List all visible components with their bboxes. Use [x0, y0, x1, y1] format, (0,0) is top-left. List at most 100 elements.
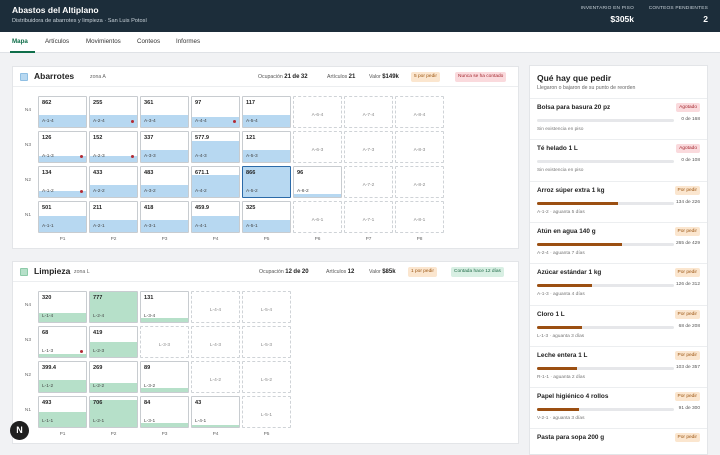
reorder-item[interactable]: Azúcar estándar 1 kg Por pedir 126 de 312 A… [530, 263, 707, 304]
rack-slot[interactable]: 337 A-3-3 [140, 131, 189, 163]
top-bar: Abastos del Altiplano Distribuidora de a… [0, 0, 720, 32]
rack-slot[interactable]: 483 A-3-2 [140, 166, 189, 198]
app-title: Abastos del Altiplano [12, 5, 99, 15]
item-status-badge: Agotado [676, 103, 700, 112]
rack-slot[interactable]: 577.9 A-4-3 [191, 131, 240, 163]
avatar[interactable]: N [10, 421, 29, 440]
rack-slot[interactable]: 671.1 A-4-2 [191, 166, 240, 198]
stat-pending-label: CONTEOS PENDIENTES [648, 6, 708, 11]
rack-slot[interactable]: 89 L-3-2 [140, 361, 189, 393]
rack-slot[interactable]: A-8-3 [395, 131, 444, 163]
rack-slot[interactable]: 399.4 L-1-2 [38, 361, 87, 393]
level-label: N3 [24, 338, 31, 343]
slot-fill-level [90, 220, 137, 232]
rack-slot[interactable]: A-7-4 [344, 96, 393, 128]
value-amount: $149k [382, 74, 399, 80]
item-location-note: V-2-1 · aguanta 3 días [537, 416, 585, 422]
reorder-item[interactable]: Cloro 1 L Por pedir 68 de 208 L-1-3 · aguan… [530, 304, 707, 346]
slot-fill-level [141, 220, 188, 232]
rack-slot[interactable]: A-7-2 [344, 166, 393, 198]
rack-slot[interactable]: 325 A-5-1 [242, 201, 291, 233]
rack-slot[interactable]: 459.9 A-4-1 [191, 201, 240, 233]
rack-slot[interactable]: L-4-3 [191, 326, 240, 358]
rack-slot[interactable]: L-3-3 [140, 326, 189, 358]
reorder-item[interactable]: Arroz súper extra 1 kg Por pedir 134 de 22… [530, 180, 707, 222]
rack-slot[interactable]: 121 A-5-3 [242, 131, 291, 163]
position-label: P8 [416, 237, 423, 242]
item-name: Pasta para sopa 200 g [537, 434, 605, 442]
rack-slot[interactable]: A-6-4 [293, 96, 342, 128]
rack-slot[interactable]: 152 A-2-3 [89, 131, 138, 163]
rack-slot[interactable]: 433 A-2-2 [89, 166, 138, 198]
occupancy-of: de [293, 269, 301, 275]
slot-quantity: 418 [144, 205, 154, 211]
reorder-item[interactable]: Pasta para sopa 200 g Por pedir [530, 428, 707, 454]
rack-slot[interactable]: 117 A-5-4 [242, 96, 291, 128]
rack-slot[interactable]: A-6-1 [293, 201, 342, 233]
position-label: P4 [212, 432, 219, 437]
slot-code: L-4-2 [209, 378, 222, 383]
rack-slot[interactable]: L-5-2 [242, 361, 291, 393]
reorder-item[interactable]: Atún en agua 140 g Por pedir 265 de 429 A-2… [530, 221, 707, 263]
tab-conteos[interactable]: Conteos [137, 38, 161, 45]
slot-code: L-2-2 [93, 384, 105, 389]
tab-mapa[interactable]: Mapa [12, 38, 28, 45]
rack-slot[interactable]: A-7-3 [344, 131, 393, 163]
level-label: N1 [24, 408, 31, 413]
slot-code: L-5-1 [260, 413, 273, 418]
slot-fill-level [90, 383, 137, 392]
rack-slot[interactable]: 419 L-2-3 [89, 326, 138, 358]
rack-slot[interactable]: 97 A-4-4 [191, 96, 240, 128]
rack-slot[interactable]: 361 A-3-4 [140, 96, 189, 128]
stock-ratio: 134 de 226 [675, 199, 700, 205]
rack-slot[interactable]: 43 L-4-1 [191, 396, 240, 428]
rack-slot[interactable]: 255 A-2-4 [89, 96, 138, 128]
rack-slot[interactable]: 131 L-3-4 [140, 291, 189, 323]
slot-code: A-6-4 [311, 113, 324, 118]
slot-quantity: 325 [246, 205, 256, 211]
rack-slot[interactable]: 68 L-1-3 [38, 326, 87, 358]
tab-informes[interactable]: Informes [176, 38, 201, 45]
tab-articulos[interactable]: Artículos [45, 38, 70, 45]
rack-slot[interactable]: L-5-4 [242, 291, 291, 323]
rack-slot[interactable]: A-8-2 [395, 166, 444, 198]
rack-slot[interactable]: 862 A-1-4 [38, 96, 87, 128]
rack-slot[interactable]: 493 L-1-1 [38, 396, 87, 428]
rack-slot[interactable]: 134 A-1-2 [38, 166, 87, 198]
rack-slot[interactable]: L-5-1 [242, 396, 291, 428]
zone-header: Limpieza zona L Ocupación 12 de 20 Artíc… [13, 262, 518, 282]
reorder-item[interactable]: Bolsa para basura 20 pz Agotado 0 de 168 Si… [530, 98, 707, 139]
rack-slot[interactable]: 126 A-1-3 [38, 131, 87, 163]
stock-progress-track [537, 119, 674, 122]
rack-slot[interactable]: L-5-3 [242, 326, 291, 358]
reorder-item[interactable]: Leche entera 1 L Por pedir 103 de 357 R-1-1… [530, 345, 707, 387]
slot-fill-level [90, 342, 137, 357]
rack-slot[interactable]: 866 A-5-2 [242, 166, 291, 198]
rack-slot[interactable]: 84 L-3-1 [140, 396, 189, 428]
slot-code: A-1-4 [42, 119, 54, 124]
rack-slot[interactable]: 96 A-6-2 [293, 166, 342, 198]
rack-slot[interactable]: 269 L-2-2 [89, 361, 138, 393]
slot-quantity: 866 [246, 170, 256, 176]
rack-slot[interactable]: A-6-3 [293, 131, 342, 163]
rack-slot[interactable]: 320 L-1-4 [38, 291, 87, 323]
rack-slot[interactable]: 211 A-2-1 [89, 201, 138, 233]
rack-slot[interactable]: L-4-2 [191, 361, 240, 393]
rack-slot[interactable]: A-8-1 [395, 201, 444, 233]
tab-movimientos[interactable]: Movimientos [86, 38, 121, 45]
rack-slot[interactable]: L-4-4 [191, 291, 240, 323]
reorder-item[interactable]: Papel higiénico 4 rollos Por pedir 91 de 3… [530, 387, 707, 428]
rack-slot[interactable]: 706 L-2-1 [89, 396, 138, 428]
slot-quantity: 862 [42, 100, 52, 106]
rack-slot[interactable]: A-7-1 [344, 201, 393, 233]
rack-slot[interactable]: A-8-4 [395, 96, 444, 128]
slot-quantity: 483 [144, 170, 154, 176]
slot-code: A-5-2 [246, 189, 258, 194]
slot-code: A-8-1 [413, 218, 426, 223]
rack-slot[interactable]: 418 A-3-1 [140, 201, 189, 233]
rack-slot[interactable]: 777 L-2-4 [89, 291, 138, 323]
rack-slot[interactable]: 501 A-1-1 [38, 201, 87, 233]
item-status-badge: Por pedir [674, 309, 700, 319]
item-location-note: A-2-4 · aguanta 7 días [537, 250, 585, 256]
reorder-item[interactable]: Té helado 1 L Agotado 0 de 108 Sin existenc… [530, 139, 707, 180]
